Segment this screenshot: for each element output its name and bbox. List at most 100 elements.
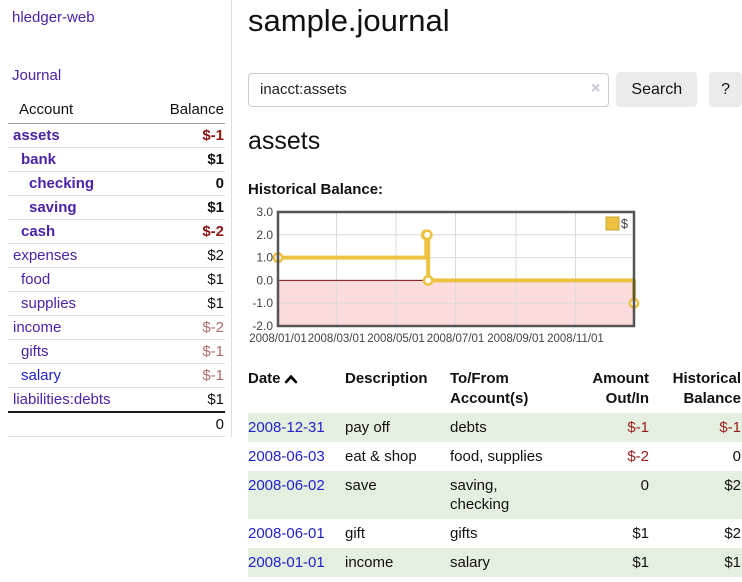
account-link[interactable]: supplies xyxy=(21,295,77,312)
account-row: salary $-1 xyxy=(8,363,225,388)
transaction-amount: $-2 xyxy=(627,448,649,465)
account-name-cell: expenses xyxy=(8,244,149,268)
account-balance: $1 xyxy=(207,151,224,168)
transaction-accounts: food, supplies xyxy=(450,448,543,465)
account-link[interactable]: salary xyxy=(21,367,62,384)
account-name-cell: assets xyxy=(8,124,149,148)
transaction-date-cell: 2008-06-02 xyxy=(248,471,345,519)
page-title: sample.journal xyxy=(248,3,450,38)
transaction-date-link[interactable]: 2008-06-02 xyxy=(248,477,325,494)
account-row: income $-2 xyxy=(8,315,225,340)
account-link[interactable]: income xyxy=(13,319,62,336)
account-row: gifts $-1 xyxy=(8,339,225,364)
account-row: expenses $2 xyxy=(8,243,225,268)
svg-text:-2.0: -2.0 xyxy=(252,319,273,333)
account-heading: assets xyxy=(248,127,321,155)
account-balance: $1 xyxy=(207,391,224,408)
transaction-accounts: saving, checking xyxy=(450,477,510,513)
account-name-cell: gifts xyxy=(8,340,149,364)
account-link[interactable]: checking xyxy=(29,175,95,192)
svg-text:1.0: 1.0 xyxy=(256,251,273,265)
accounts-total-value: 0 xyxy=(149,412,225,437)
account-balance: 0 xyxy=(215,175,224,192)
accounts-total-row: 0 xyxy=(8,412,225,437)
search-bar: × Search ? xyxy=(248,72,742,107)
account-link[interactable]: assets xyxy=(13,127,60,144)
account-name-cell: saving xyxy=(8,196,149,220)
account-balance: $1 xyxy=(207,199,224,216)
transaction-balance: $1 xyxy=(724,554,741,571)
transaction-balance: $2 xyxy=(724,525,741,542)
svg-text:$: $ xyxy=(621,217,628,231)
svg-text:2.0: 2.0 xyxy=(256,228,273,242)
col-accounts: To/From Account(s) xyxy=(450,370,529,407)
register-row: 2008-06-02 save saving, checking 0 $2 xyxy=(248,471,742,519)
account-link[interactable]: liabilities:debts xyxy=(13,391,111,408)
col-description: Description xyxy=(345,370,428,387)
register-row: 2008-06-01 gift gifts $1 $2 xyxy=(248,519,742,548)
account-name-cell: food xyxy=(8,268,149,292)
accounts-header-balance: Balance xyxy=(149,98,225,124)
account-link[interactable]: expenses xyxy=(13,247,78,264)
transaction-balance: $2 xyxy=(724,477,741,494)
account-row: checking 0 xyxy=(8,171,225,196)
transaction-amount: $1 xyxy=(632,525,649,542)
account-name-cell: liabilities:debts xyxy=(8,388,149,413)
transaction-date-cell: 2008-06-03 xyxy=(248,442,345,471)
account-balance: $-1 xyxy=(202,343,224,360)
transaction-date-link[interactable]: 2008-06-01 xyxy=(248,525,325,542)
transaction-balance: $-1 xyxy=(719,419,741,436)
transaction-date-cell: 2008-12-31 xyxy=(248,413,345,442)
account-row: bank $1 xyxy=(8,147,225,172)
account-row: assets $-1 xyxy=(8,124,225,148)
search-button[interactable]: Search xyxy=(616,72,698,107)
account-balance: $2 xyxy=(207,247,224,264)
accounts-header-row: Account Balance xyxy=(8,98,225,124)
account-link[interactable]: saving xyxy=(29,199,77,216)
transaction-date-cell: 2008-06-01 xyxy=(248,519,345,548)
nav-journal-link[interactable]: Journal xyxy=(12,67,62,84)
transaction-description: eat & shop xyxy=(345,448,417,465)
col-date-label: Date xyxy=(248,370,281,387)
transaction-description: save xyxy=(345,477,377,494)
col-date[interactable]: Date xyxy=(248,365,345,413)
account-row: food $1 xyxy=(8,267,225,292)
transaction-amount: 0 xyxy=(640,477,649,494)
help-button[interactable]: ? xyxy=(709,72,742,107)
account-row: supplies $1 xyxy=(8,291,225,316)
search-input[interactable] xyxy=(248,72,610,107)
transaction-amount: $1 xyxy=(632,554,649,571)
account-balance: $-2 xyxy=(202,319,224,336)
transaction-description: pay off xyxy=(345,419,390,436)
main-content: sample.journal × Search ? assets Histori… xyxy=(248,0,742,577)
col-amount: Amount Out/In xyxy=(592,370,649,407)
account-link[interactable]: cash xyxy=(21,223,56,240)
clear-search-icon[interactable]: × xyxy=(591,79,601,97)
account-row: cash $-2 xyxy=(8,219,225,244)
account-balance: $1 xyxy=(207,295,224,312)
account-link[interactable]: gifts xyxy=(21,343,49,360)
transaction-accounts: debts xyxy=(450,419,487,436)
app-title-link[interactable]: hledger-web xyxy=(12,9,95,26)
account-link[interactable]: bank xyxy=(21,151,57,168)
sidebar: hledger-web Journal Account Balance asse… xyxy=(0,0,232,437)
transaction-date-link[interactable]: 2008-12-31 xyxy=(248,419,325,436)
transaction-balance: 0 xyxy=(732,448,741,465)
svg-text:-1.0: -1.0 xyxy=(252,296,273,310)
account-link[interactable]: food xyxy=(21,271,51,288)
chart-title: Historical Balance: xyxy=(248,181,384,198)
svg-text:2008/01/01: 2008/01/01 xyxy=(249,333,307,345)
account-balance: $-1 xyxy=(202,367,224,384)
account-name-cell: checking xyxy=(8,172,149,196)
account-name-cell: cash xyxy=(8,220,149,244)
accounts-total-spacer xyxy=(8,412,150,437)
transaction-date-link[interactable]: 2008-01-01 xyxy=(248,554,325,571)
svg-text:3.0: 3.0 xyxy=(256,205,273,219)
transaction-date-link[interactable]: 2008-06-03 xyxy=(248,448,325,465)
svg-text:2008/03/01: 2008/03/01 xyxy=(308,333,366,345)
svg-text:2008/11/01: 2008/11/01 xyxy=(547,333,604,345)
svg-text:2008/07/01: 2008/07/01 xyxy=(427,333,485,345)
transaction-description: income xyxy=(345,554,394,571)
svg-text:0.0: 0.0 xyxy=(256,273,273,287)
